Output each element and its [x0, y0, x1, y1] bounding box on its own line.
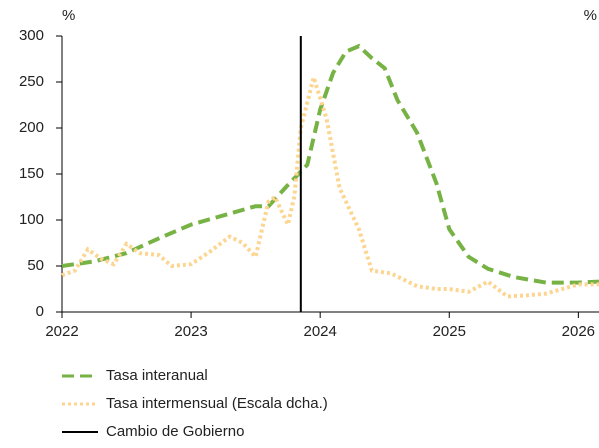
series-line: [61, 43, 599, 285]
x-tick-label: 2024: [303, 323, 336, 340]
y-tick-label: 50: [27, 257, 44, 274]
y-tick-label: 0: [36, 303, 44, 320]
x-tick-label: 2023: [174, 323, 207, 340]
series-line: [61, 70, 599, 299]
y-tick-label: 250: [19, 73, 44, 90]
y-tick-label: 150: [19, 165, 44, 182]
y-tick-label: 200: [19, 119, 44, 136]
legend-label: Cambio de Gobierno: [106, 423, 244, 440]
x-tick-label: 2026: [562, 323, 595, 340]
x-tick-label: 2022: [45, 323, 78, 340]
x-tick-label: 2025: [433, 323, 466, 340]
y2-axis-label: %: [584, 7, 597, 24]
y-axis-label: %: [62, 7, 75, 24]
legend-label: Tasa interanual: [106, 367, 208, 384]
legend-label: Tasa intermensual (Escala dcha.): [106, 395, 328, 412]
y-tick-label: 100: [19, 211, 44, 228]
y-tick-label: 300: [19, 27, 44, 44]
